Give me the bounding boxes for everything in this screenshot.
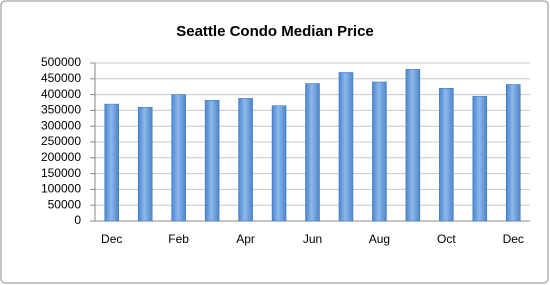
bar	[305, 83, 320, 222]
x-tick-label: Jun	[303, 232, 322, 246]
bar	[137, 106, 153, 222]
y-tick-label: 50000	[48, 197, 82, 211]
y-tick-label: 200000	[41, 150, 81, 164]
bar	[405, 69, 421, 222]
y-tick-label: 350000	[41, 103, 81, 117]
bar	[104, 103, 119, 222]
y-tick-label: 250000	[41, 134, 81, 148]
bar	[338, 72, 354, 222]
chart-title: Seattle Condo Median Price	[176, 23, 374, 40]
x-tick-label: Apr	[236, 232, 255, 246]
y-tick-label: 300000	[41, 118, 81, 132]
y-tick-label: 0	[74, 213, 81, 227]
x-tick-label: Dec	[503, 232, 524, 246]
y-tick-label: 450000	[41, 71, 81, 85]
x-tick-label: Oct	[437, 232, 456, 246]
bar	[204, 100, 220, 222]
y-tick-label: 100000	[41, 182, 81, 196]
y-tick-label: 400000	[41, 87, 81, 101]
x-tick-label: Dec	[101, 232, 122, 246]
x-tick-label: Aug	[369, 232, 390, 246]
bar	[238, 98, 253, 222]
x-tick-label: Feb	[168, 232, 189, 246]
y-tick-label: 150000	[41, 166, 81, 180]
bar	[271, 105, 287, 222]
y-tick-label: 500000	[41, 55, 81, 69]
bar	[171, 94, 186, 222]
bar	[372, 81, 387, 222]
bar	[506, 84, 521, 222]
bar	[472, 95, 488, 222]
bar	[439, 88, 454, 222]
